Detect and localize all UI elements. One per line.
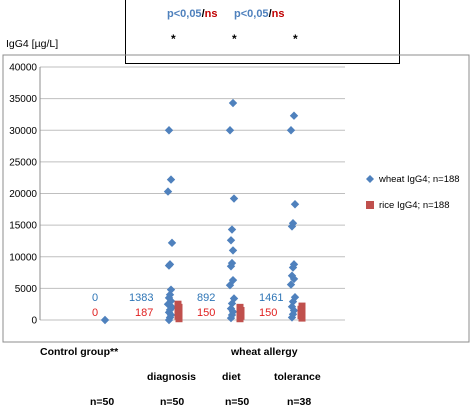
wheat-point — [286, 280, 296, 289]
y-tick-label: 40000 — [9, 63, 37, 74]
y-tick-label: 15000 — [9, 221, 37, 232]
wheat-point — [289, 274, 299, 284]
wheat-point — [226, 236, 236, 245]
wheat-point — [229, 194, 239, 203]
subgroup-diet-label: diet — [222, 371, 241, 383]
gridlines — [39, 66, 345, 321]
median-wheat-label: 1461 — [259, 292, 283, 304]
subgroup-tolerance-label: tolerance — [274, 371, 321, 383]
wheat-point — [166, 296, 176, 306]
wheat-point — [226, 262, 236, 271]
wheat-point — [225, 126, 235, 135]
median-rice-label: 150 — [197, 307, 215, 319]
wheat-point — [167, 238, 177, 248]
wheat-point — [227, 225, 237, 234]
significance-box — [125, 0, 400, 64]
wheat-point — [226, 313, 236, 323]
y-tick-label: 20000 — [9, 189, 37, 200]
wheat-point — [164, 293, 174, 303]
wheat-point — [287, 222, 297, 231]
sig-ns-1: ns — [205, 8, 218, 20]
y-axis-label: IgG4 [µg/L] — [6, 38, 58, 50]
wheat-point — [289, 111, 299, 120]
n-diet-label: n=50 — [225, 396, 249, 408]
sig-p-2: p<0,05 — [234, 8, 269, 20]
n-control-label: n=50 — [90, 396, 114, 408]
sig-star-2: * — [232, 32, 237, 46]
median-rice-label: 187 — [135, 307, 153, 319]
sig-star-3: * — [293, 32, 298, 46]
sig-label-1: p<0,05/ns — [167, 8, 217, 20]
y-tick-label: 30000 — [9, 126, 37, 137]
legend-rice-marker — [366, 201, 374, 209]
sig-ns-2: ns — [272, 8, 285, 20]
plot-area-border — [2, 54, 470, 343]
wheat-point — [164, 315, 174, 325]
wheat-point — [227, 299, 237, 308]
wheat-point — [287, 313, 297, 322]
wheat-point — [163, 299, 173, 309]
median-wheat-label: 1383 — [129, 292, 153, 304]
sig-sep-2: / — [269, 8, 272, 20]
median-rice-label: 150 — [259, 307, 277, 319]
rice-point — [298, 314, 306, 322]
rice-series — [174, 300, 306, 323]
wheat-point — [290, 200, 300, 209]
legend-rice-label: rice IgG4; n=188 — [379, 200, 450, 211]
sig-star-1: * — [171, 32, 176, 46]
median-wheat-label: 0 — [92, 292, 98, 304]
wheat-point — [286, 126, 296, 135]
wheat-point — [226, 304, 236, 313]
wheat-point — [225, 281, 235, 290]
wheat-point — [228, 98, 238, 108]
legend: wheat IgG4; n=188 rice IgG4; n=188 — [366, 174, 460, 211]
median-rice-label: 0 — [92, 307, 98, 319]
wheat-point — [164, 126, 174, 135]
legend-wheat-marker — [366, 175, 374, 183]
median-labels: 0 0 1383 187 892 150 1461 150 — [92, 292, 283, 319]
sig-sep-1: / — [202, 8, 205, 20]
n-diagnosis-label: n=50 — [160, 396, 184, 408]
sig-label-2: p<0,05/ns — [234, 8, 284, 20]
rice-point — [175, 315, 183, 323]
wheat-point — [228, 275, 238, 285]
wheat-point — [166, 175, 176, 184]
n-tolerance-label: n=38 — [287, 396, 311, 408]
wheat-point — [163, 187, 173, 196]
median-wheat-label: 892 — [197, 292, 215, 304]
wheat-series — [100, 98, 300, 325]
y-tick-label: 0 — [31, 316, 37, 327]
wheat-point — [288, 263, 298, 272]
rice-point — [236, 315, 244, 323]
subgroup-diagnosis-label: diagnosis — [147, 371, 196, 383]
y-tick-labels: 0 5000 10000 15000 20000 25000 30000 35000 40000 — [9, 63, 37, 327]
y-tick-label: 35000 — [9, 94, 37, 105]
wheat-point — [229, 294, 239, 303]
wheat-point — [100, 315, 110, 325]
sig-p-1: p<0,05 — [167, 8, 202, 20]
y-tick-label: 10000 — [9, 252, 37, 263]
legend-wheat-label: wheat IgG4; n=188 — [378, 174, 460, 185]
group-control-label: Control group** — [40, 346, 119, 358]
y-tick-label: 5000 — [15, 284, 38, 295]
group-allergy-label: wheat allergy — [230, 346, 298, 358]
wheat-point — [228, 246, 238, 255]
wheat-point — [164, 261, 174, 270]
y-tick-label: 25000 — [9, 157, 37, 168]
